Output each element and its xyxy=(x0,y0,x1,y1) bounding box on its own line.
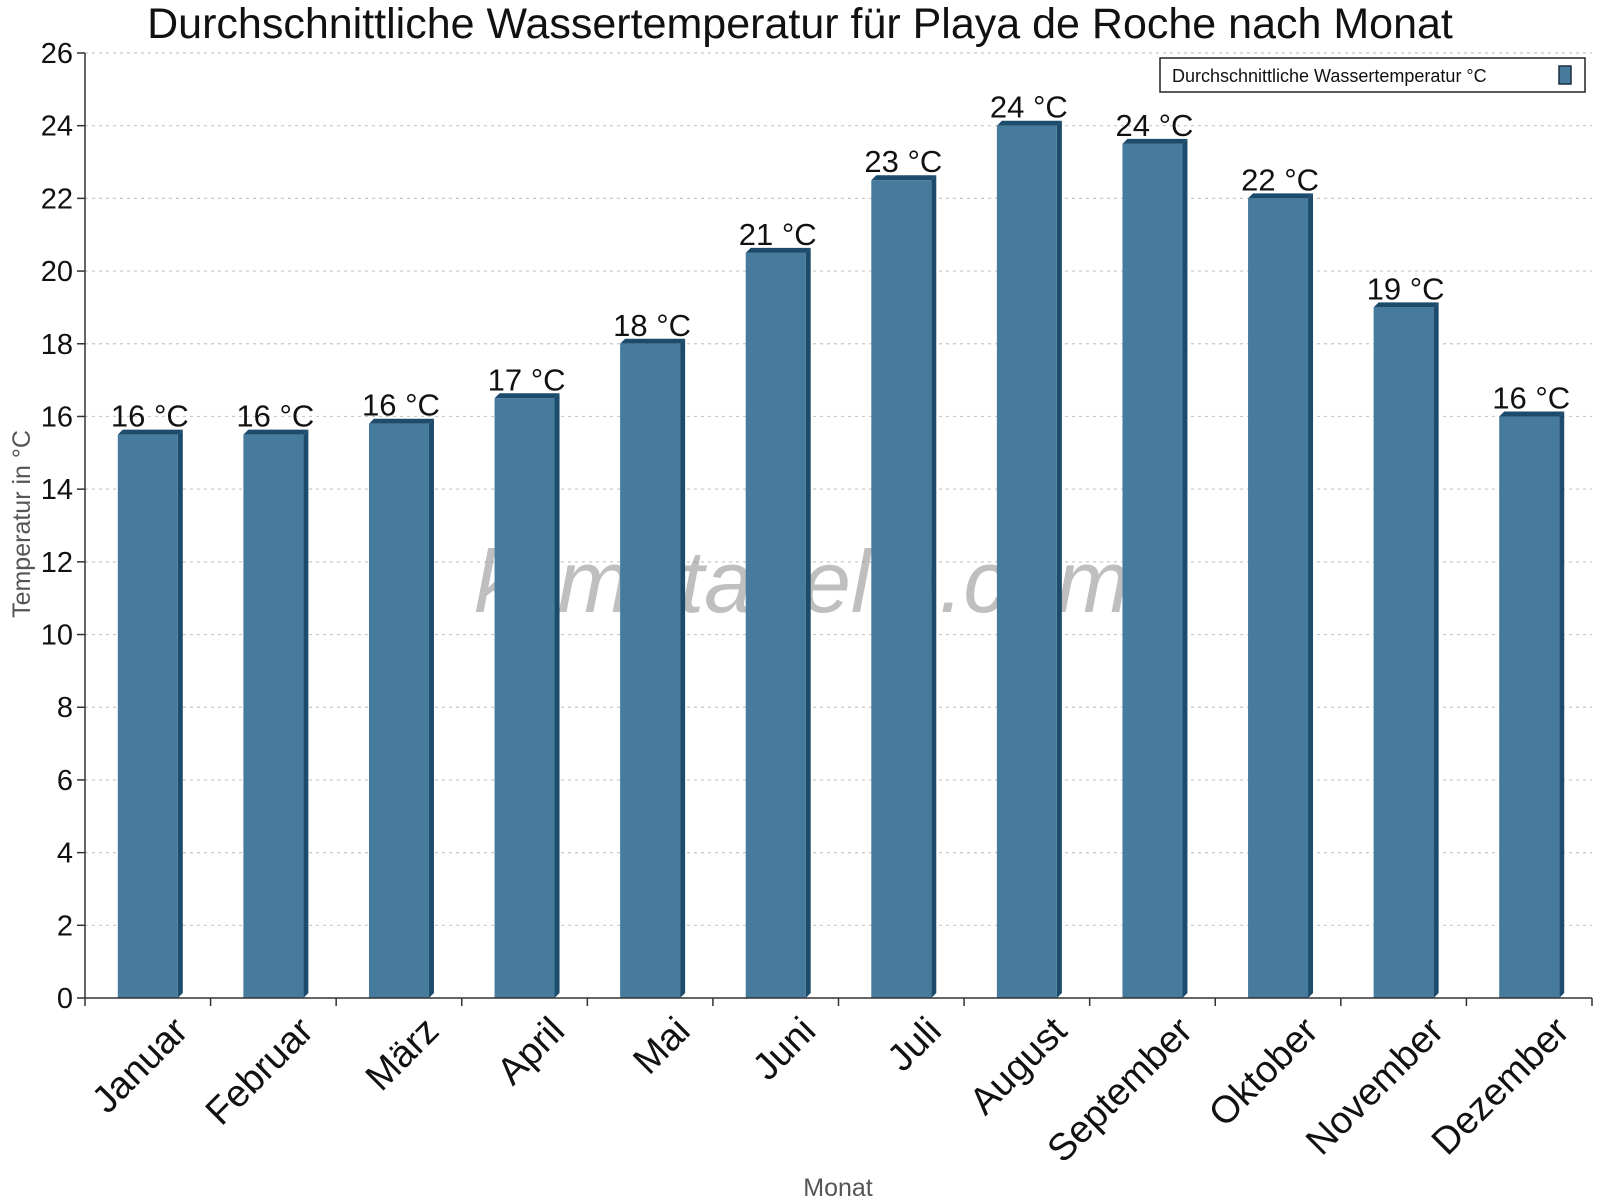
bar xyxy=(1499,411,1565,998)
x-tick-label: März xyxy=(358,1010,447,1099)
y-axis-title: Temperatur in °C xyxy=(8,430,36,618)
bar-top xyxy=(1122,138,1188,144)
value-labels: 16 °C 16 °C 16 °C 17 °C 18 °C 21 °C 23 °C 24 °C… xyxy=(111,90,1570,434)
y-tick-label: 24 xyxy=(41,111,73,143)
axes xyxy=(77,52,1593,1006)
bar-front xyxy=(871,180,932,998)
data-label: 16 °C xyxy=(362,388,440,423)
y-tick-label: 14 xyxy=(41,474,73,506)
bar-front xyxy=(996,125,1057,998)
x-tick-label: Dezember xyxy=(1424,1009,1578,1163)
bar-side xyxy=(428,418,434,998)
bar-front xyxy=(368,423,429,998)
legend-box xyxy=(1159,57,1586,93)
data-label: 19 °C xyxy=(1367,271,1445,306)
bar-top xyxy=(243,429,309,435)
data-label: 16 °C xyxy=(111,399,189,434)
y-tick-label: 4 xyxy=(57,838,73,870)
x-tick-label: Juli xyxy=(880,1010,950,1080)
chart-title: Durchschnittliche Wassertemperatur für P… xyxy=(147,0,1453,48)
data-label: 21 °C xyxy=(739,217,817,252)
bar-front xyxy=(494,398,555,998)
bar xyxy=(1122,138,1188,999)
y-tick-label: 20 xyxy=(41,256,73,288)
bar-side xyxy=(554,393,560,998)
bar xyxy=(996,120,1062,998)
bar-side xyxy=(1559,411,1565,998)
bar-top xyxy=(1373,302,1439,308)
bar-front xyxy=(1373,307,1434,998)
bar-side xyxy=(805,247,811,999)
bar-side xyxy=(177,429,183,998)
y-tick-label: 0 xyxy=(57,983,73,1015)
y-tick-label: 18 xyxy=(41,329,73,361)
bar-side xyxy=(931,175,937,998)
bar-top xyxy=(996,120,1062,126)
data-label: 17 °C xyxy=(488,362,566,397)
bars xyxy=(117,120,1565,999)
bar-front xyxy=(243,434,304,998)
x-tick-label: August xyxy=(962,1009,1076,1123)
bar-front xyxy=(745,252,806,999)
data-label: 24 °C xyxy=(1116,108,1194,143)
data-label: 23 °C xyxy=(864,144,942,179)
bar-front xyxy=(117,434,178,998)
bar xyxy=(243,429,309,998)
data-label: 16 °C xyxy=(1492,380,1570,415)
bar-top xyxy=(745,247,811,253)
y-tick-label: 10 xyxy=(41,620,73,652)
data-label: 16 °C xyxy=(236,399,314,434)
gridlines xyxy=(85,52,1592,926)
x-tick-label: April xyxy=(489,1010,572,1093)
x-tick-label: Juni xyxy=(745,1010,824,1089)
bar xyxy=(1248,193,1314,998)
bar-top xyxy=(368,418,434,424)
data-label: 22 °C xyxy=(1241,162,1319,197)
x-tick-label: Oktober xyxy=(1201,1009,1327,1135)
bar xyxy=(1373,302,1439,998)
y-tick-label: 8 xyxy=(57,692,73,724)
legend-label: Durchschnittliche Wassertemperatur °C xyxy=(1172,66,1487,86)
x-tick-label: November xyxy=(1298,1009,1452,1163)
data-label: 24 °C xyxy=(990,90,1068,125)
bar-front xyxy=(1248,198,1309,998)
bar-side xyxy=(303,429,309,998)
bar-top xyxy=(1499,411,1565,417)
bar-top xyxy=(117,429,183,435)
y-tick-label: 16 xyxy=(41,401,73,433)
x-axis-title: Monat xyxy=(803,1174,873,1200)
bar-side xyxy=(680,338,686,998)
bar xyxy=(745,247,811,999)
y-tick-label: 26 xyxy=(41,38,73,70)
bar-front xyxy=(1499,416,1560,998)
x-tick-label: Februar xyxy=(198,1009,322,1133)
bar-top xyxy=(620,338,686,344)
bar xyxy=(620,338,686,998)
legend: Durchschnittliche Wassertemperatur °C xyxy=(1159,57,1586,93)
bar xyxy=(368,418,434,998)
bar-side xyxy=(1182,138,1188,999)
x-tick-label: Januar xyxy=(84,1009,196,1121)
bar-side xyxy=(1433,302,1439,998)
bar-side xyxy=(1308,193,1314,998)
bar xyxy=(494,393,560,998)
legend-swatch xyxy=(1558,65,1572,85)
y-tick-label: 6 xyxy=(57,765,73,797)
bar-front xyxy=(620,343,681,998)
y-tick-label: 12 xyxy=(41,547,73,579)
bar xyxy=(117,429,183,998)
bar-front xyxy=(1122,143,1183,999)
y-tick-label: 2 xyxy=(57,910,73,942)
y-tick-label: 22 xyxy=(41,183,73,215)
bar-top xyxy=(1248,193,1314,199)
bar-top xyxy=(494,393,560,399)
bar xyxy=(871,175,937,998)
x-tick-label: Mai xyxy=(625,1010,698,1083)
data-label: 18 °C xyxy=(613,308,691,343)
bar-top xyxy=(871,175,937,181)
bar-side xyxy=(1056,120,1062,998)
